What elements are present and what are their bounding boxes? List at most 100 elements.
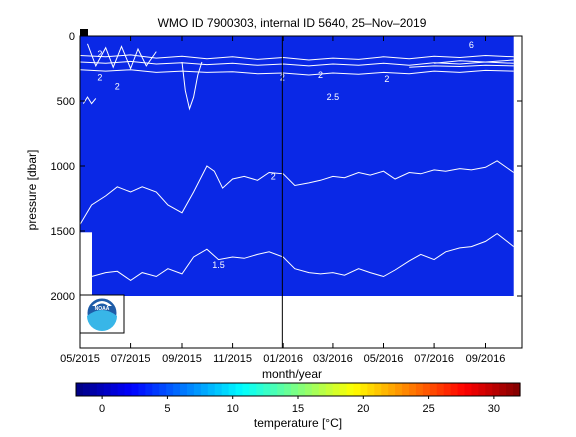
colorbar-segment-13 [166,383,174,396]
x-tick-label-2: 09/2015 [162,353,202,365]
colorbar-segment-41 [360,383,368,396]
colorbar-segment-7 [124,383,133,396]
colorbar-segment-5 [110,383,119,396]
colorbar-segment-53 [443,383,452,396]
noaa-logo: NOAA [79,294,125,334]
plot-frame [79,35,523,349]
colorbar-segment-35 [318,383,327,396]
colorbar-segment-47 [402,383,410,396]
colorbar-segment-29 [277,383,285,396]
colorbar-segment-42 [367,383,375,396]
y-tick-label-1: 500 [57,96,75,108]
colorbar-segment-63 [513,383,521,396]
y-tick-label-4: 2000 [51,291,75,303]
colorbar-segment-0 [76,383,84,396]
colorbar-segment-15 [180,383,188,396]
colorbar-segment-4 [103,383,112,396]
colorbar-segment-40 [353,383,362,396]
colorbar-segment-52 [436,383,445,396]
colorbar-segment-54 [450,383,459,396]
y-tick-label-2: 1000 [51,161,75,173]
colorbar-segment-39 [346,383,355,396]
colorbar-segment-20 [214,383,223,396]
colorbar-segment-6 [117,383,126,396]
colorbar-segment-16 [187,383,195,396]
contour-line-6 [181,61,203,111]
colorbar-segment-17 [193,383,202,396]
contour-label-2: 1.5 [212,260,225,270]
contour-label-3: 2 [115,82,120,92]
chart-title: WMO ID 7900303, internal ID 5640, 25–Nov… [158,16,427,30]
x-tick-label-8: 09/2016 [466,353,506,365]
x-tick-label-0: 05/2015 [60,353,100,365]
contour-line-1 [91,232,515,282]
colorbar-segment-3 [96,383,105,396]
colorbar-segment-24 [242,383,251,396]
contour-line-7 [82,96,97,105]
colorbar-segment-22 [228,383,237,396]
colorbar-segment-48 [409,383,417,396]
contour-label-9: 6 [469,40,474,50]
x-tick-label-4: 01/2016 [263,353,303,365]
colorbar-segment-34 [311,383,320,396]
profile-tick-strip [80,29,88,36]
colorbar-segment-31 [291,383,299,396]
colorbar-tick-label-2: 10 [227,403,239,415]
contour-label-7: 2 [97,73,102,83]
colorbar-segment-30 [284,383,292,396]
colorbar-segment-59 [485,383,493,396]
plot-area: 2.521.52222226050010001500200005/201507/… [51,29,523,365]
colorbar-segment-44 [381,383,389,396]
colorbar-segment-10 [145,383,153,396]
colorbar-segment-50 [422,383,431,396]
colorbar-tick-label-5: 25 [422,403,434,415]
colorbar-segment-57 [471,383,479,396]
colorbar-segment-9 [138,383,146,396]
colorbar-segment-38 [339,383,348,396]
colorbar-segment-61 [499,383,507,396]
colorbar-tick-label-4: 20 [357,403,369,415]
x-tick-label-7: 07/2016 [414,353,454,365]
colorbar-segment-8 [131,383,140,396]
colorbar-segment-37 [332,383,341,396]
colorbar-segment-43 [374,383,382,396]
x-tick-label-1: 07/2015 [111,353,151,365]
colorbar-segment-62 [506,383,514,396]
colorbar-segment-56 [464,383,473,396]
contour-line-2 [79,69,514,76]
colorbar-segment-58 [478,383,486,396]
y-axis-label: pressure [dbar] [25,150,39,231]
colorbar-segment-19 [207,383,216,396]
colorbar-segment-28 [270,383,278,396]
y-tick-label-0: 0 [69,31,75,43]
colorbar-segment-11 [152,383,160,396]
temperature-field [80,36,514,296]
colorbar-segment-14 [173,383,181,396]
colorbar-segment-60 [492,383,500,396]
colorbar-segment-55 [457,383,466,396]
contour-label-0: 2.5 [327,92,340,102]
colorbar-segment-45 [388,383,396,396]
colorbar-segment-12 [159,383,167,396]
colorbar-tick-label-0: 0 [99,403,105,415]
colorbar-tick-label-3: 15 [292,403,304,415]
colorbar-tick-label-1: 5 [164,403,170,415]
colorbar-segment-1 [82,383,91,396]
x-axis-label: month/year [262,367,322,381]
contour-line-5 [87,43,157,70]
contour-label-1: 2 [271,171,276,181]
contour-line-8 [434,59,514,64]
colorbar-segment-32 [298,383,306,396]
colorbar-label: temperature [°C] [254,416,342,430]
contour-label-5: 2 [318,70,323,80]
colorbar: 0 5 10 15 20 25 30 [75,382,521,415]
contour-label-8: 2 [97,49,102,59]
colorbar-segment-49 [415,383,424,396]
x-tick-label-5: 03/2016 [313,353,353,365]
colorbar-segment-23 [235,383,244,396]
colorbar-segment-27 [263,383,271,396]
colorbar-segment-25 [249,383,257,396]
colorbar-segment-51 [429,383,438,396]
x-tick-label-6: 05/2016 [364,353,404,365]
